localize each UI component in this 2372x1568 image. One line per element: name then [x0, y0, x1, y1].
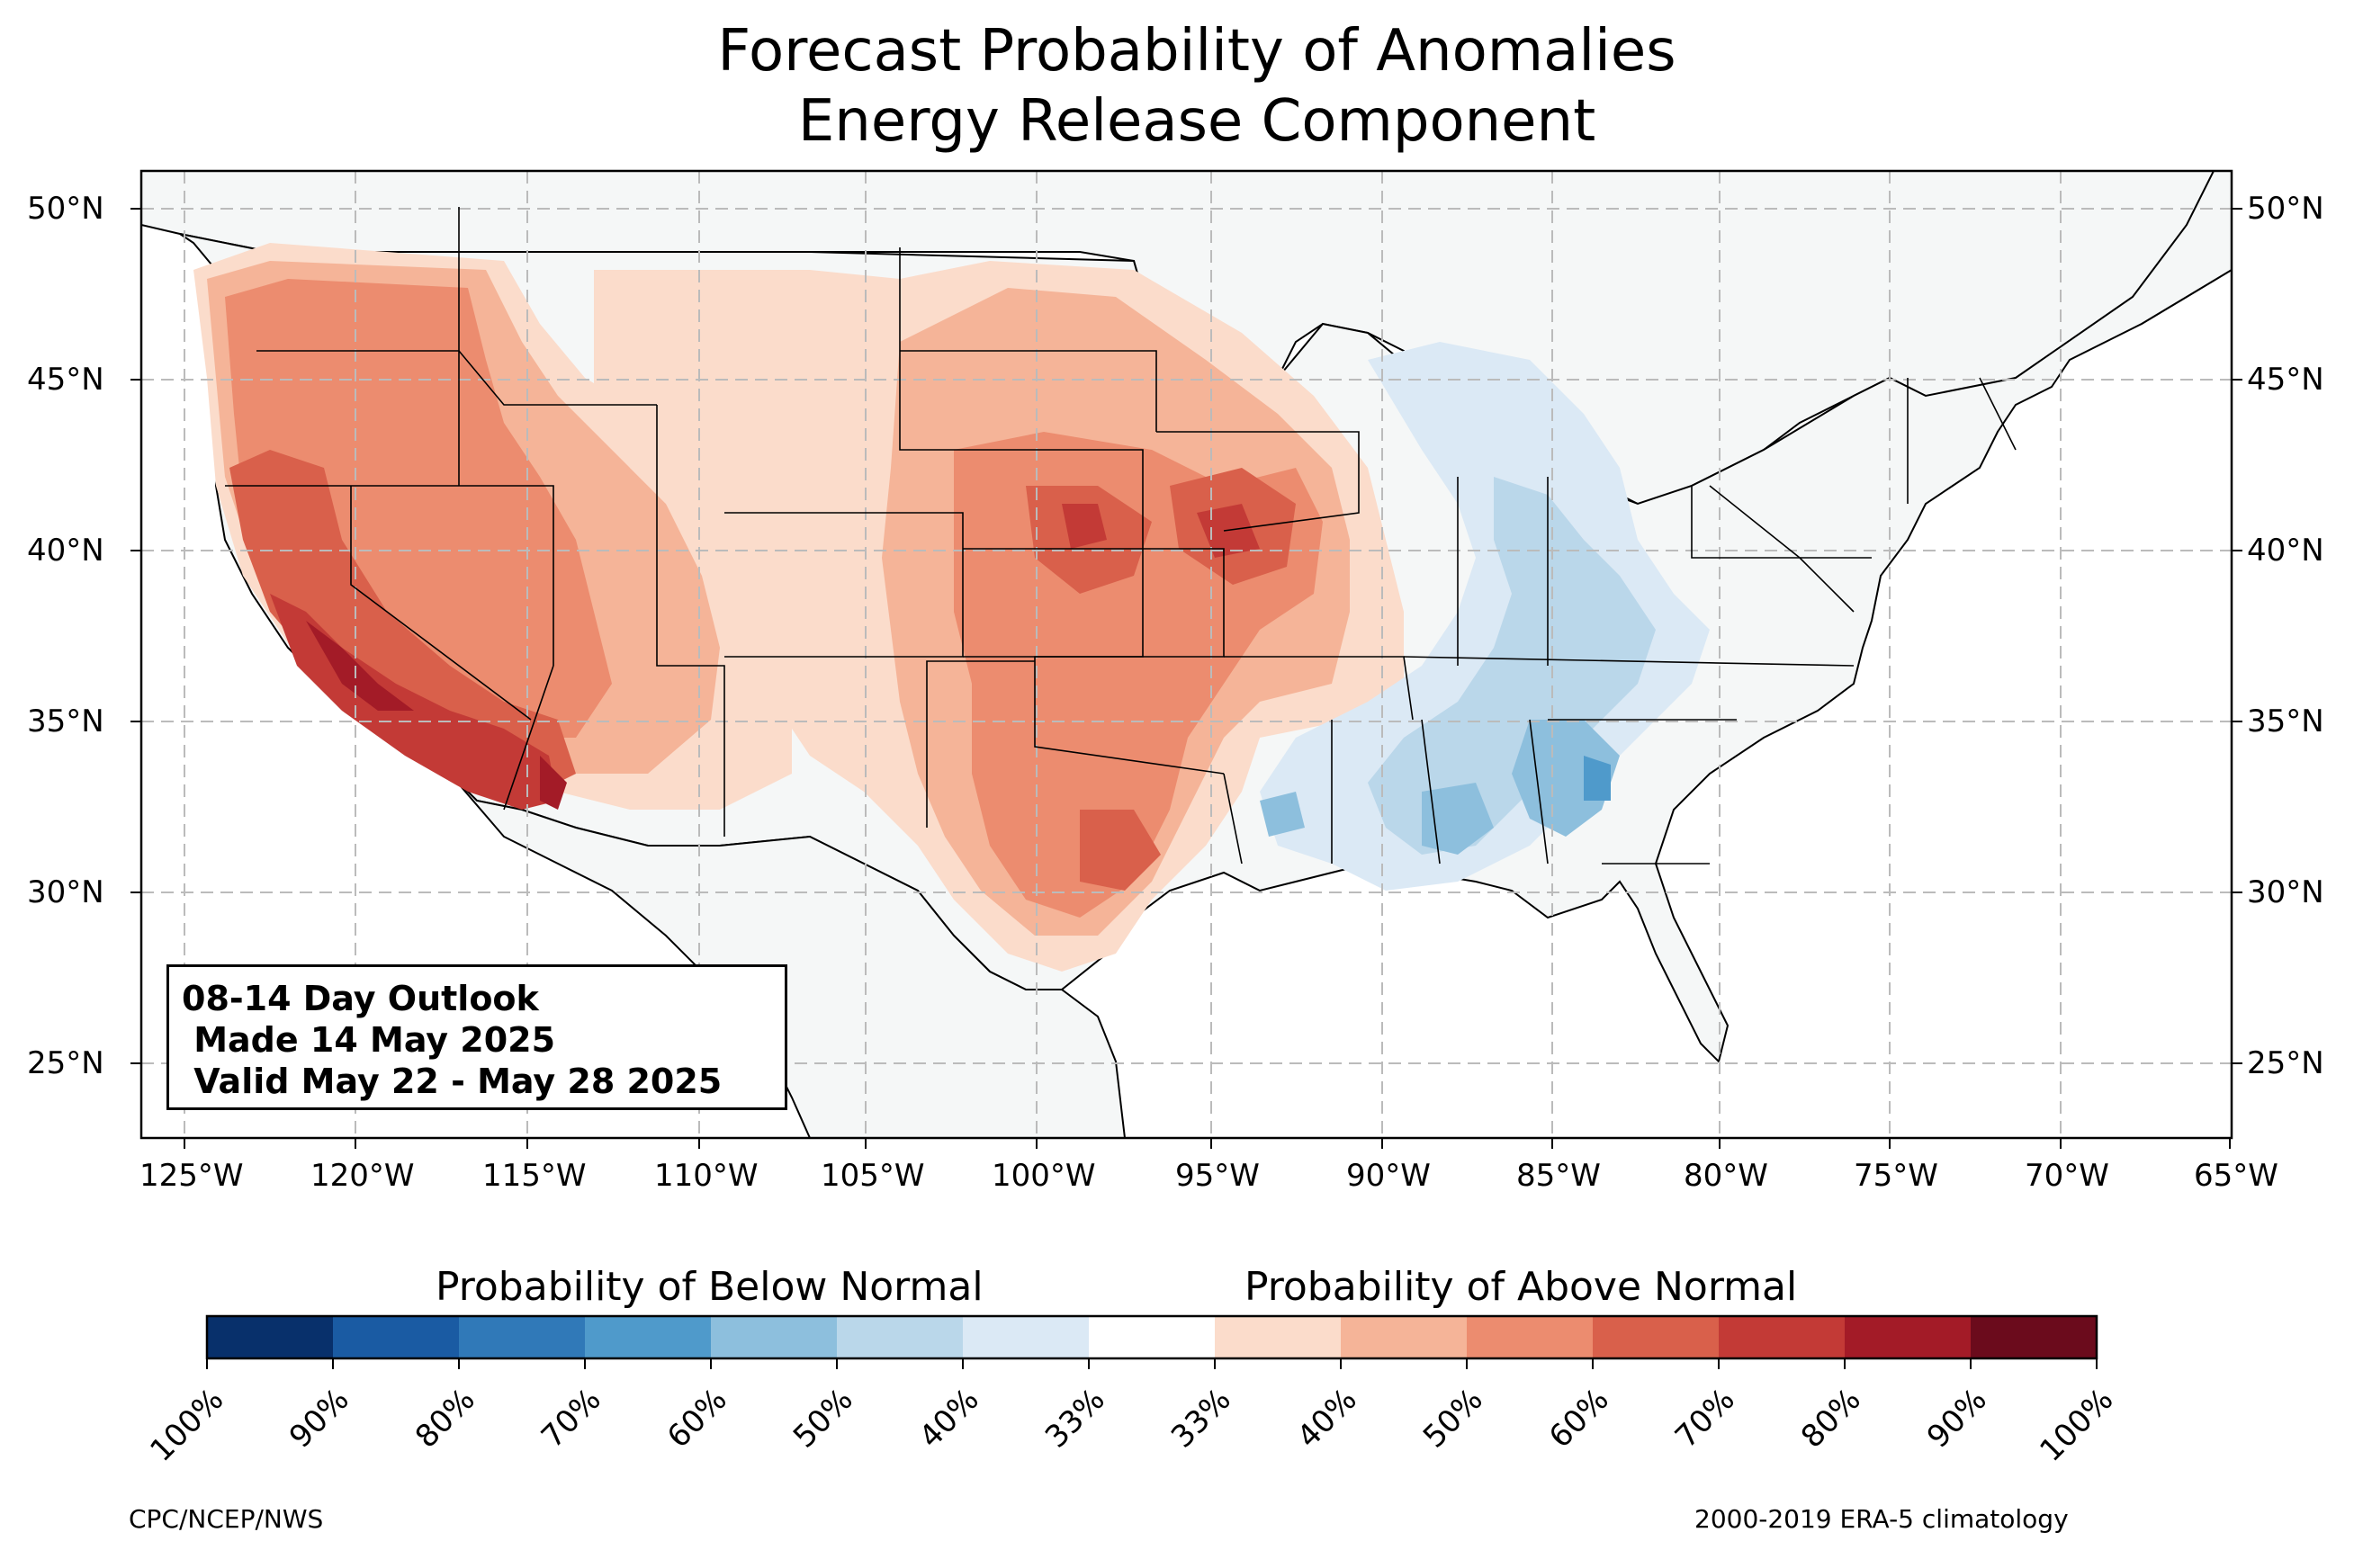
below-east-60	[1260, 720, 1620, 855]
lat-label-right-45: 45°N	[2247, 362, 2324, 398]
colorbar-below-label: Probability of Below Normal	[436, 1264, 984, 1310]
lat-label-right-30: 30°N	[2247, 874, 2324, 910]
lat-label-right-40: 40°N	[2247, 533, 2324, 569]
lon-label-95w: 95°W	[1175, 1158, 1260, 1194]
lon-label-125w: 125°W	[139, 1158, 244, 1194]
lon-label-85w: 85°W	[1516, 1158, 1601, 1194]
below-east-70	[1584, 756, 1611, 801]
outlook-valid-range: Valid May 22 - May 28 2025	[182, 1062, 723, 1101]
map-title-line2: Energy Release Component	[797, 88, 1596, 155]
lat-label-left-25: 25°N	[27, 1045, 104, 1081]
lat-label-right-35: 35°N	[2247, 703, 2324, 739]
credit-climatology: 2000-2019 ERA-5 climatology	[1694, 1504, 2069, 1534]
lon-label-115w: 115°W	[482, 1158, 587, 1194]
outlook-made-date: Made 14 May 2025	[182, 1020, 556, 1060]
lon-label-75w: 75°W	[1854, 1158, 1938, 1194]
lat-label-right-50: 50°N	[2247, 191, 2324, 227]
lat-label-left-50: 50°N	[27, 191, 104, 227]
lon-label-65w: 65°W	[2194, 1158, 2278, 1194]
state-boundaries	[225, 207, 2017, 865]
above-plains-70	[1026, 468, 1296, 891]
above-west-90	[306, 621, 567, 810]
credit-source: CPC/NCEP/NWS	[129, 1504, 324, 1534]
lat-label-right-25: 25°N	[2247, 1045, 2324, 1081]
lat-label-left-35: 35°N	[27, 703, 104, 739]
axis-ticks	[130, 208, 2242, 1149]
lon-label-100w: 100°W	[992, 1158, 1096, 1194]
below-east-50	[1368, 477, 1656, 855]
lat-label-left-40: 40°N	[27, 533, 104, 569]
lon-label-80w: 80°W	[1684, 1158, 1768, 1194]
map-title-line1: Forecast Probability of Anomalies	[717, 18, 1676, 85]
above-west-70	[229, 450, 576, 792]
lat-label-left-45: 45°N	[27, 362, 104, 398]
outlook-period: 08-14 Day Outlook	[182, 979, 539, 1018]
outlook-info-box: 08-14 Day Outlook Made 14 May 2025 Valid…	[166, 964, 787, 1110]
lon-label-105w: 105°W	[821, 1158, 925, 1194]
map-title: Forecast Probability of Anomalies Energy…	[0, 16, 2372, 157]
map-frame	[139, 169, 2233, 1140]
land-mexico	[449, 773, 1127, 1138]
lon-label-90w: 90°W	[1346, 1158, 1431, 1194]
lon-label-70w: 70°W	[2025, 1158, 2109, 1194]
lon-label-110w: 110°W	[654, 1158, 759, 1194]
lat-label-left-30: 30°N	[27, 874, 104, 910]
colorbar-above-label: Probability of Above Normal	[1244, 1264, 1798, 1310]
lon-label-120w: 120°W	[310, 1158, 415, 1194]
